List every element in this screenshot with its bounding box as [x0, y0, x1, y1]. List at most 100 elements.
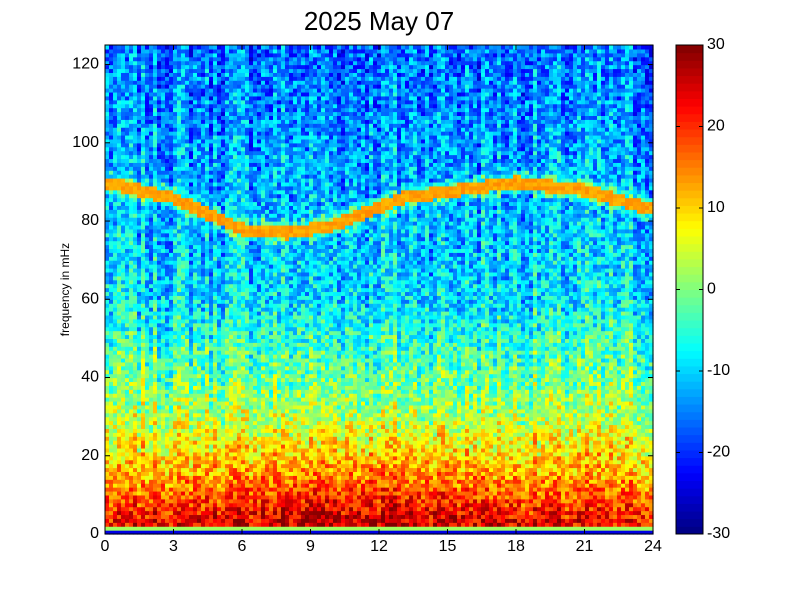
heatmap-cell	[121, 506, 126, 512]
heatmap-cell	[261, 267, 266, 273]
heatmap-cell	[229, 84, 234, 89]
heatmap-cell	[121, 279, 126, 285]
heatmap-cell	[129, 385, 134, 390]
heatmap-cell	[253, 530, 258, 535]
heatmap-cell	[201, 369, 206, 375]
heatmap-cell	[257, 479, 262, 484]
heatmap-cell	[173, 479, 178, 484]
heatmap-cell	[253, 303, 258, 308]
heatmap-cell	[245, 56, 250, 62]
heatmap-cell	[105, 342, 110, 347]
heatmap-cell	[137, 314, 142, 320]
heatmap-cell	[209, 389, 214, 394]
heatmap-cell	[213, 369, 218, 375]
heatmap-cell	[145, 193, 150, 199]
heatmap-cell	[217, 127, 222, 132]
heatmap-cell	[149, 264, 154, 269]
heatmap-cell	[225, 64, 230, 70]
heatmap-cell	[241, 138, 246, 144]
heatmap-cell	[141, 365, 146, 371]
heatmap-cell	[205, 365, 210, 371]
heatmap-cell	[173, 103, 178, 109]
heatmap-cell	[261, 314, 266, 320]
heatmap-cell	[229, 76, 234, 81]
heatmap-cell	[241, 338, 246, 343]
heatmap-cell	[257, 166, 262, 171]
heatmap-cell	[169, 107, 174, 113]
heatmap-cell	[113, 174, 118, 179]
heatmap-cell	[253, 68, 258, 73]
heatmap-cell	[257, 236, 262, 242]
heatmap-cell	[145, 385, 150, 390]
heatmap-cell	[157, 354, 162, 359]
heatmap-cell	[117, 389, 122, 394]
heatmap-cell	[129, 244, 134, 250]
heatmap-cell	[181, 299, 186, 304]
heatmap-cell	[133, 154, 138, 160]
heatmap-cell	[149, 166, 154, 171]
heatmap-cell	[153, 123, 158, 128]
heatmap-cell	[141, 154, 146, 160]
heatmap-cell	[193, 283, 198, 289]
heatmap-cell	[185, 518, 190, 523]
heatmap-cell	[201, 506, 206, 512]
heatmap-cell	[177, 60, 182, 66]
heatmap-cell	[261, 408, 266, 414]
heatmap-cell	[105, 369, 110, 375]
heatmap-cell	[165, 420, 170, 426]
heatmap-cell	[209, 252, 214, 257]
heatmap-cell	[241, 455, 246, 461]
heatmap-cell	[257, 181, 262, 187]
heatmap-cell	[261, 189, 266, 195]
heatmap-cell	[245, 447, 250, 453]
heatmap-cell	[241, 498, 246, 504]
heatmap-cell	[201, 205, 206, 210]
heatmap-cell	[257, 314, 262, 320]
heatmap-cell	[129, 138, 134, 144]
heatmap-cell	[253, 267, 258, 273]
heatmap-cell	[229, 236, 234, 242]
heatmap-cell	[181, 201, 186, 206]
heatmap-cell	[181, 475, 186, 480]
heatmap-cell	[261, 181, 266, 187]
heatmap-cell	[145, 318, 150, 324]
heatmap-cell	[193, 252, 198, 257]
heatmap-cell	[149, 142, 154, 148]
heatmap-cell	[173, 146, 178, 152]
heatmap-cell	[205, 287, 210, 293]
heatmap-cell	[161, 455, 166, 461]
heatmap-cell	[209, 510, 214, 516]
heatmap-cell	[205, 91, 210, 97]
heatmap-cell	[133, 91, 138, 97]
heatmap-cell	[157, 267, 162, 273]
heatmap-cell	[121, 248, 126, 253]
heatmap-cell	[201, 451, 206, 457]
heatmap-cell	[185, 221, 190, 226]
heatmap-cell	[145, 295, 150, 300]
heatmap-cell	[141, 224, 146, 230]
heatmap-cell	[109, 76, 114, 81]
heatmap-cell	[145, 342, 150, 347]
heatmap-cell	[145, 307, 150, 312]
heatmap-cell	[133, 498, 138, 504]
heatmap-cell	[253, 424, 258, 429]
heatmap-cell	[133, 275, 138, 281]
heatmap-cell	[149, 377, 154, 383]
heatmap-cell	[105, 221, 110, 226]
heatmap-cell	[177, 314, 182, 320]
heatmap-cell	[241, 354, 246, 359]
heatmap-cell	[221, 224, 226, 230]
heatmap-cell	[257, 60, 262, 66]
heatmap-cell	[181, 123, 186, 128]
heatmap-cell	[261, 260, 266, 265]
heatmap-cell	[181, 213, 186, 218]
heatmap-cell	[257, 158, 262, 163]
heatmap-cell	[233, 213, 238, 218]
heatmap-cell	[209, 412, 214, 418]
heatmap-cell	[185, 162, 190, 167]
heatmap-cell	[173, 193, 178, 199]
heatmap-cell	[153, 80, 158, 85]
heatmap-cell	[181, 193, 186, 199]
heatmap-cell	[241, 76, 246, 81]
heatmap-cell	[137, 248, 142, 253]
